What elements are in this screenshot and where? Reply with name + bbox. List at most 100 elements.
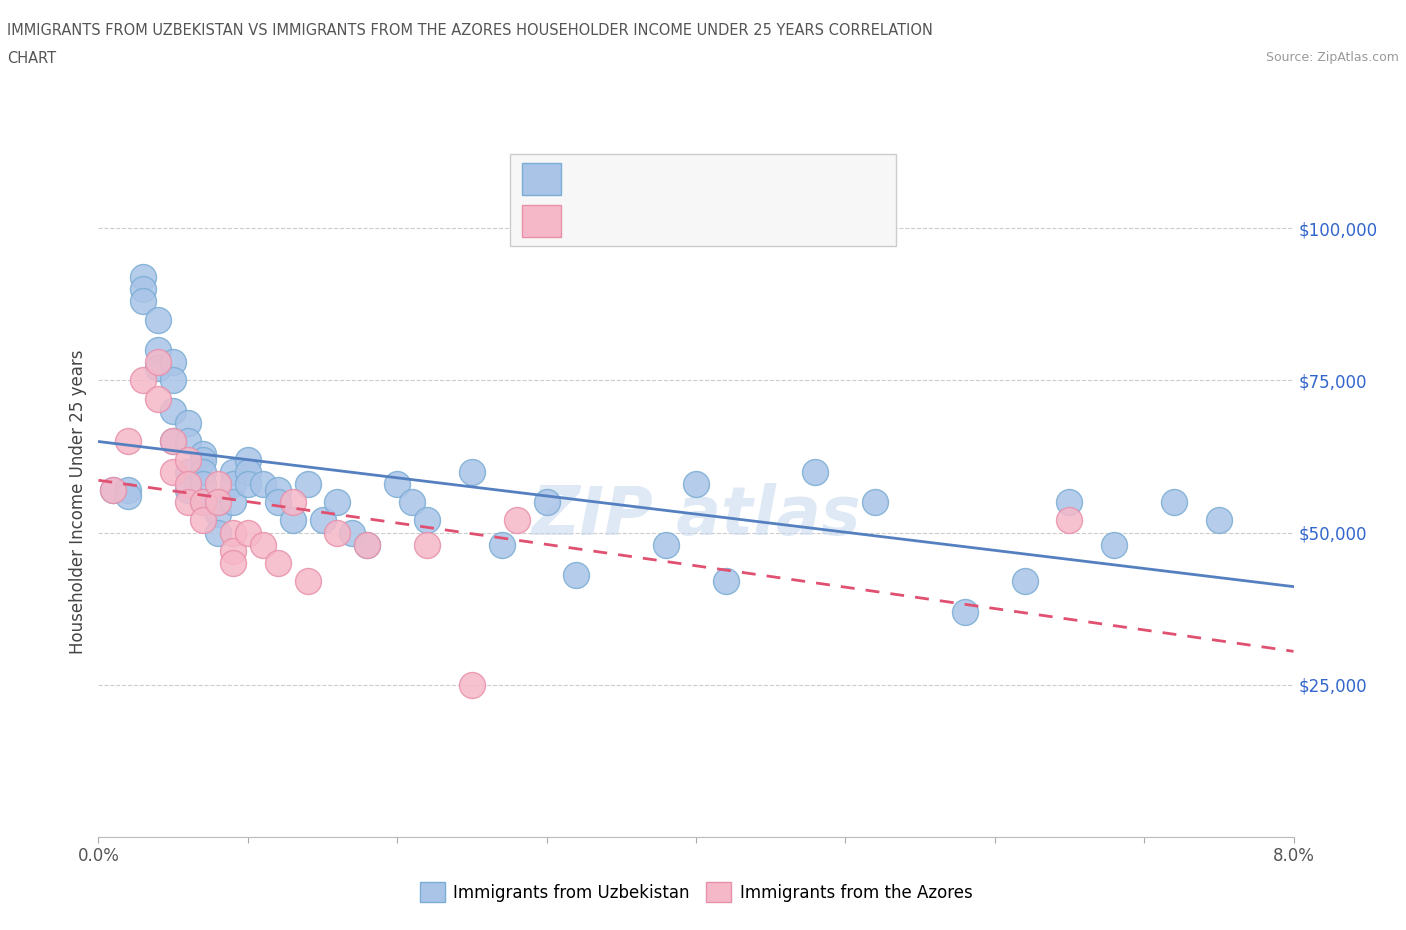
Text: ZIP atlas: ZIP atlas <box>531 483 860 549</box>
Point <box>191 495 214 510</box>
Point <box>461 677 484 692</box>
Point <box>148 312 170 327</box>
Point <box>103 483 125 498</box>
Point <box>222 495 245 510</box>
Point <box>177 416 200 431</box>
Point <box>103 483 125 498</box>
Point <box>222 464 245 479</box>
Point <box>685 476 707 491</box>
FancyBboxPatch shape <box>510 154 896 246</box>
Point <box>162 354 184 369</box>
Point <box>148 354 170 369</box>
Point <box>191 464 214 479</box>
Point <box>385 476 409 491</box>
Point <box>117 488 139 503</box>
Text: N =: N = <box>731 211 770 230</box>
Point <box>491 538 513 552</box>
Point <box>356 538 378 552</box>
Point <box>236 452 259 467</box>
Point <box>281 495 304 510</box>
Text: R =: R = <box>574 169 612 188</box>
Point <box>222 543 245 558</box>
Point <box>117 483 139 498</box>
Point <box>207 495 229 510</box>
Point <box>222 525 245 540</box>
Point <box>162 434 184 449</box>
Point <box>117 434 139 449</box>
Text: -0.002: -0.002 <box>609 211 666 230</box>
Point <box>177 434 200 449</box>
Point <box>207 495 229 510</box>
Text: R =: R = <box>574 211 612 230</box>
Point <box>804 464 827 479</box>
Point <box>132 373 155 388</box>
Point <box>207 476 229 491</box>
Point <box>177 476 200 491</box>
Point <box>1102 538 1125 552</box>
Point <box>655 538 678 552</box>
Point <box>1208 513 1230 528</box>
Point <box>162 373 184 388</box>
Point <box>416 513 439 528</box>
Point <box>207 507 229 522</box>
Point <box>177 464 200 479</box>
Point <box>326 495 349 510</box>
Point <box>297 574 319 589</box>
Point <box>177 452 200 467</box>
Point <box>207 525 229 540</box>
Point <box>267 555 290 570</box>
Text: Source: ZipAtlas.com: Source: ZipAtlas.com <box>1265 51 1399 64</box>
Point <box>191 476 214 491</box>
Point <box>191 513 214 528</box>
Point <box>311 513 333 528</box>
Point <box>506 513 529 528</box>
Point <box>132 270 155 285</box>
Text: CHART: CHART <box>7 51 56 66</box>
Point <box>148 361 170 376</box>
Point <box>162 464 184 479</box>
Point <box>416 538 439 552</box>
Text: -0.093: -0.093 <box>609 169 666 188</box>
Point <box>326 525 349 540</box>
Point <box>356 538 378 552</box>
Point <box>1059 513 1081 528</box>
Point <box>267 483 290 498</box>
Point <box>281 513 304 528</box>
Y-axis label: Householder Income Under 25 years: Householder Income Under 25 years <box>69 350 87 655</box>
Point <box>148 342 170 357</box>
Point <box>236 525 259 540</box>
Point <box>162 404 184 418</box>
Point <box>148 392 170 406</box>
Point <box>252 538 274 552</box>
Point <box>714 574 737 589</box>
Text: N =: N = <box>731 169 770 188</box>
Point <box>1014 574 1036 589</box>
Point <box>342 525 364 540</box>
Point <box>132 282 155 297</box>
Point <box>191 446 214 461</box>
Point <box>863 495 886 510</box>
Point <box>236 464 259 479</box>
Point <box>267 495 290 510</box>
Bar <box>522 205 561 237</box>
Point <box>132 294 155 309</box>
Text: 58: 58 <box>770 169 793 188</box>
Point <box>177 495 200 510</box>
Point <box>297 476 319 491</box>
Legend: Immigrants from Uzbekistan, Immigrants from the Azores: Immigrants from Uzbekistan, Immigrants f… <box>413 875 979 909</box>
Point <box>222 476 245 491</box>
Point <box>177 483 200 498</box>
Point <box>162 434 184 449</box>
Point <box>222 555 245 570</box>
Point <box>401 495 423 510</box>
Point <box>191 452 214 467</box>
Point <box>565 568 588 583</box>
Bar <box>522 163 561 195</box>
Point <box>191 495 214 510</box>
Point <box>953 604 976 619</box>
Point <box>1059 495 1081 510</box>
Point <box>252 476 274 491</box>
Text: 28: 28 <box>770 211 793 230</box>
Point <box>536 495 558 510</box>
Point <box>1163 495 1185 510</box>
